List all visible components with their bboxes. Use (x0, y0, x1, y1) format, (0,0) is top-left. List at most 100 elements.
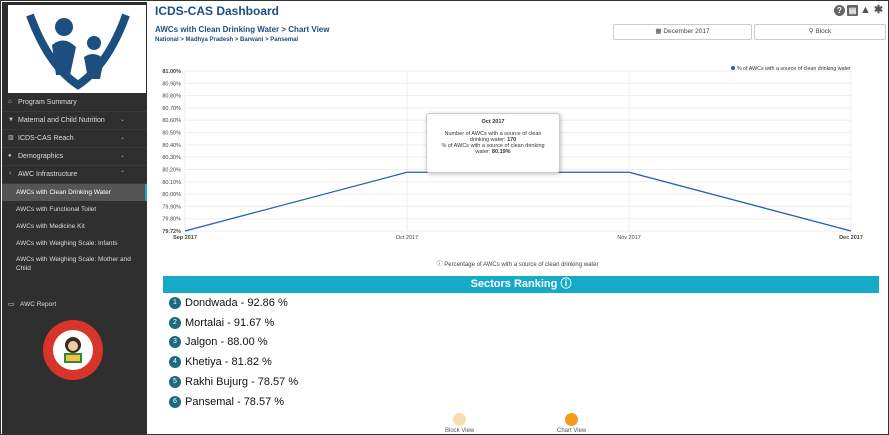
y-tick-label: 80.20% (162, 167, 181, 173)
sidebar-item-label: Demographics (18, 153, 64, 160)
block-view-dot[interactable] (453, 413, 467, 426)
chevron-down-icon: ⌄ (119, 117, 125, 123)
y-tick-label: 79.72% (162, 229, 181, 235)
print-icon[interactable]: ▤ (847, 5, 858, 16)
sidebar-subitem-clean-drinking-water[interactable]: AWCs with Clean Drinking Water (2, 184, 147, 201)
rank-badge: 1 (169, 296, 181, 309)
series-line (184, 171, 852, 232)
sectors-ranking-panel: Sectors Ranking ⓘ 1 Dondwada - 92.86 % 2 Mo… (163, 276, 879, 416)
y-tick-label: 80.50% (162, 131, 181, 137)
ranking-text: Khetiya - 81.82 % (185, 356, 272, 369)
chevron-down-icon: ⌄ (119, 135, 125, 141)
x-tick-label: Sep 2017 (173, 235, 197, 241)
y-tick-label: 79.80% (162, 217, 181, 223)
bowl-icon: ▼ (8, 117, 14, 123)
location-filter-label: Block (815, 28, 832, 35)
y-tick-label: 81.00% (162, 69, 181, 75)
chart-view-label: Chart View (557, 428, 587, 434)
home-icon: ⌂ (8, 99, 12, 105)
sidebar-item-awc-report[interactable]: ▭ AWC Report (8, 300, 56, 308)
main-content: AWCs with Clean Drinking Water > Chart V… (147, 21, 888, 434)
sidebar-item-label: AWC Infrastructure (18, 171, 78, 178)
tooltip-title: Oct 2017 (481, 119, 505, 125)
ranking-row: 1 Dondwada - 92.86 % (169, 293, 879, 313)
ranking-title: Sectors Ranking (470, 278, 558, 290)
sidebar: ⌂ Program Summary ▼ Maternal and Child N… (2, 2, 147, 434)
help-icon[interactable]: ? (834, 5, 845, 16)
rank-badge: 2 (169, 316, 181, 329)
y-tick-label: 80.60% (162, 118, 181, 124)
ranking-header: Sectors Ranking ⓘ (163, 276, 879, 293)
tooltip-line4: water: 80.19% (475, 149, 511, 155)
legend-marker (731, 66, 735, 70)
rank-badge: 6 (169, 395, 181, 408)
chart-caption: ⓘ Percentage of AWCs with a source of cl… (147, 259, 888, 268)
chart-tooltip: Oct 2017 Number of AWCs with a source of… (426, 113, 560, 173)
users-icon: ● (8, 153, 12, 159)
location-filter-button[interactable]: ⚲ Block (754, 24, 886, 40)
ranking-row: 2 Mortalai - 91.67 % (169, 313, 879, 333)
top-bar: ICDS-CAS Dashboard ? ▤ ▲ ✱ (147, 2, 888, 22)
chart-view-dot[interactable] (565, 413, 579, 426)
breadcrumb[interactable]: National > Madhya Pradesh > Barwani > Pa… (155, 37, 299, 43)
sidebar-item-icds-cas-reach[interactable]: ▥ ICDS-CAS Reach ⌄ (2, 130, 147, 148)
info-icon: ⓘ (436, 262, 443, 268)
sidebar-subitem-functional-toilet[interactable]: AWCs with Functional Toilet (16, 206, 97, 213)
sidebar-item-maternal-child-nutrition[interactable]: ▼ Maternal and Child Nutrition ⌄ (2, 112, 147, 130)
sidebar-subitem-weighing-scale-infants[interactable]: AWCs with Weighing Scale: Infants (16, 240, 118, 247)
sidebar-subitem-weighing-scale-mother-child[interactable]: AWCs with Weighing Scale: Mother and Chi… (16, 256, 131, 272)
month-filter-button[interactable]: ▦ December 2017 (613, 24, 752, 40)
y-tick-label: 79.90% (162, 204, 181, 210)
building-icon: ♀ (8, 171, 13, 177)
sidebar-item-demographics[interactable]: ● Demographics ⌄ (2, 148, 147, 166)
sidebar-item-label: AWC Report (19, 301, 57, 308)
calendar-icon: ▦ (655, 28, 662, 35)
chart-caption-text: Percentage of AWCs with a source of clea… (444, 262, 599, 268)
ranking-text: Jalgon - 88.00 % (185, 336, 268, 349)
ranking-text: Rakhi Bujurg - 78.57 % (185, 376, 299, 389)
top-icons: ? ▤ ▲ ✱ (834, 5, 884, 16)
ranking-list: 1 Dondwada - 92.86 % 2 Mortalai - 91.67 % 3 J… (163, 293, 879, 412)
app-title: ICDS-CAS Dashboard (155, 4, 280, 18)
chevron-up-icon: ⌃ (119, 171, 125, 177)
legend-label: % of AWCs with a source of clean drinkin… (737, 66, 851, 72)
x-tick-label: Dec 2017 (839, 235, 863, 241)
ranking-row: 3 Jalgon - 88.00 % (169, 333, 879, 353)
ranking-text: Dondwada - 92.86 % (185, 296, 288, 309)
anganwadi-emblem (43, 320, 103, 380)
chart-view-toggle[interactable]: Chart View (557, 413, 586, 434)
block-view-toggle[interactable]: Block View (445, 413, 474, 434)
ranking-row: 4 Khetiya - 81.82 % (169, 352, 879, 372)
month-filter-label: December 2017 (663, 28, 710, 35)
ranking-text: Mortalai - 91.67 % (185, 316, 275, 329)
bar-chart-icon: ▥ (8, 135, 14, 141)
x-tick-label: Nov 2017 (617, 235, 641, 241)
sidebar-item-program-summary[interactable]: ⌂ Program Summary (2, 94, 147, 112)
sidebar-subitem-medicine-kit[interactable]: AWCs with Medicine Kit (16, 223, 85, 230)
icds-logo (8, 5, 146, 93)
rank-badge: 3 (169, 336, 181, 349)
gear-icon[interactable]: ✱ (873, 4, 884, 16)
y-tick-label: 80.90% (162, 81, 181, 87)
x-tick-label: Oct 2017 (396, 235, 418, 241)
sidebar-item-label: Maternal and Child Nutrition (18, 117, 105, 124)
y-tick-label: 80.00% (162, 192, 181, 198)
y-tick-label: 80.40% (162, 143, 181, 149)
line-chart: 81.00% 80.90% 80.80% 80.70% 80.60% 80.50% 80.4… (151, 59, 883, 291)
sidebar-item-awc-infrastructure[interactable]: ♀ AWC Infrastructure ⌃ (2, 166, 147, 184)
warning-icon[interactable]: ▲ (860, 4, 871, 16)
y-tick-label: 80.10% (162, 180, 181, 186)
sidebar-item-label: Program Summary (18, 99, 77, 106)
sidebar-item-label: ICDS-CAS Reach (18, 135, 74, 142)
rank-badge: 5 (169, 376, 181, 389)
sidebar-nav: ⌂ Program Summary ▼ Maternal and Child N… (2, 94, 147, 280)
y-tick-label: 80.70% (162, 106, 181, 112)
tooltip-line3: % of AWCs with a source of clean drinkin… (441, 143, 545, 149)
y-tick-label: 80.80% (162, 94, 181, 100)
map-pin-icon: ⚲ (808, 28, 814, 35)
rank-badge: 4 (169, 356, 181, 369)
y-tick-label: 80.30% (162, 155, 181, 161)
info-icon[interactable]: ⓘ (560, 278, 572, 290)
tooltip-line2: drinking water: 170 (469, 137, 517, 143)
